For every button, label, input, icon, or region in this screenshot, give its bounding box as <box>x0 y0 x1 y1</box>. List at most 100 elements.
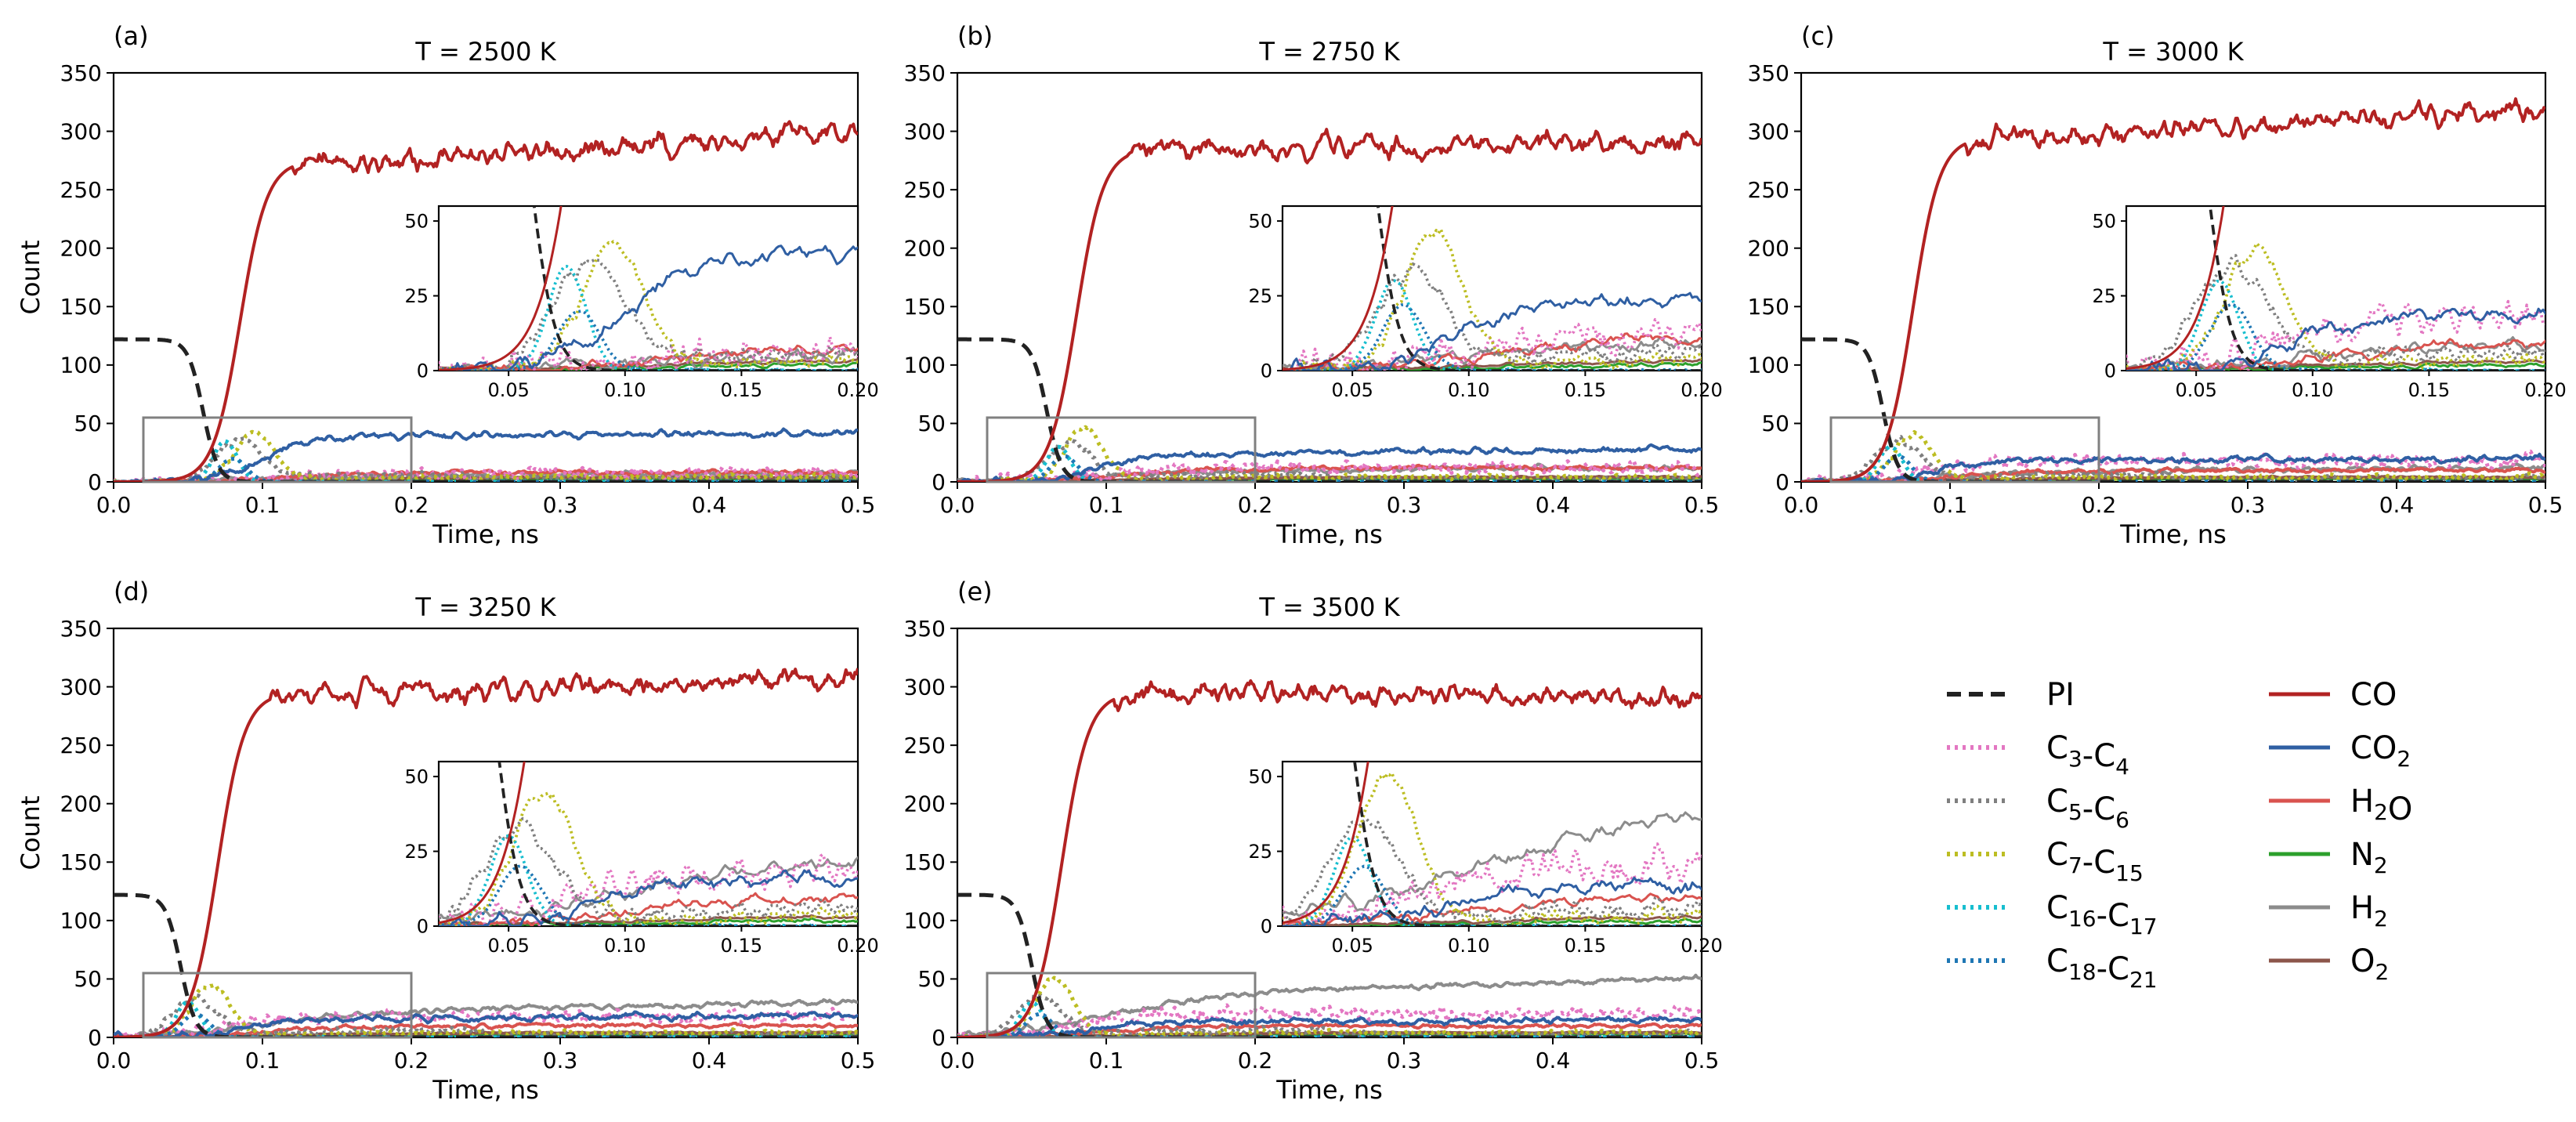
legend-label-C5-C6: C5-C6 <box>2046 784 2129 833</box>
y-tick-label-d: 350 <box>60 616 102 642</box>
legend-label-C18-C21: C18-C21 <box>2046 943 2158 993</box>
series-CO2-inset-d <box>439 869 858 926</box>
x-tick-label-a: 0.4 <box>692 492 727 518</box>
series-C3-C4-inset-a <box>439 335 858 371</box>
y-tick-label-c: 0 <box>1775 469 1789 495</box>
label-part: PI <box>2046 677 2075 713</box>
series-C3-C4-inset-d <box>439 852 858 926</box>
panel-a: 0.0 0.1 0.2 0.3 0.4 0.50501001502002503003500… <box>16 21 879 549</box>
x-tick-label-c: 0.5 <box>2528 492 2563 518</box>
series-C5-C6-inset-c <box>2126 254 2545 371</box>
legend-label-CO2: CO2 <box>2350 730 2411 772</box>
subscript: 17 <box>2129 914 2158 939</box>
x-tick-label-inset-a: 0.05 <box>487 379 529 401</box>
y-tick-label-inset-a: 50 <box>404 210 429 232</box>
y-tick-label-d: 50 <box>74 966 102 992</box>
panel-label-e: (e) <box>957 577 993 606</box>
label-part: C <box>2046 890 2068 926</box>
y-tick-label-b: 50 <box>917 411 946 436</box>
legend-label-O2: O2 <box>2350 943 2389 985</box>
series-H2-d <box>114 998 858 1037</box>
series-CO2-inset-e <box>1283 876 1702 926</box>
label-part: C <box>2046 784 2068 820</box>
x-tick-label-inset-d: 0.15 <box>721 935 762 957</box>
subscript: 2 <box>2374 799 2388 825</box>
legend-label-C16-C17: C16-C17 <box>2046 890 2158 939</box>
y-tick-label-inset-e: 0 <box>1261 915 1272 937</box>
label-part: CO <box>2350 730 2397 766</box>
subscript: 21 <box>2129 967 2158 993</box>
panel-label-a: (a) <box>114 21 149 51</box>
series-CO-a <box>114 120 858 482</box>
y-tick-label-b: 250 <box>904 177 946 203</box>
x-tick-label-a: 0.2 <box>394 492 429 518</box>
y-tick-label-inset-d: 50 <box>404 765 429 787</box>
x-tick-label-c: 0.4 <box>2379 492 2415 518</box>
legend-label-C7-C15: C7-C15 <box>2046 837 2144 886</box>
panel-b: 0.0 0.1 0.2 0.3 0.4 0.50501001502002503003500… <box>904 21 1723 549</box>
series-CO-d <box>114 668 858 1037</box>
y-tick-label-inset-c: 50 <box>2092 210 2116 232</box>
x-tick-label-inset-d: 0.20 <box>837 935 878 957</box>
subscript: 2 <box>2375 959 2389 985</box>
subscript: 3 <box>2068 746 2082 772</box>
series-C5-C6-inset-e <box>1283 817 1702 926</box>
y-tick-label-d: 100 <box>60 908 102 934</box>
panel-label-d: (d) <box>114 577 149 606</box>
x-tick-label-inset-a: 0.10 <box>604 379 646 401</box>
series-C18-C21-inset-e <box>1283 864 1702 926</box>
y-tick-label-a: 300 <box>60 118 102 144</box>
y-tick-label-a: 150 <box>60 294 102 320</box>
zoom-region-box-a <box>142 416 413 483</box>
x-tick-label-inset-e: 0.05 <box>1331 935 1373 957</box>
label-part: C <box>2046 730 2068 766</box>
y-tick-label-a: 50 <box>74 411 102 436</box>
x-tick-label-d: 0.2 <box>394 1048 429 1073</box>
series-CO-b <box>957 128 1702 482</box>
x-tick-label-a: 0.0 <box>96 492 132 518</box>
y-tick-label-e: 150 <box>904 849 946 875</box>
series-C7-C15-d <box>114 983 858 1037</box>
y-tick-label-inset-d: 0 <box>417 915 429 937</box>
series-C18-C21-d <box>114 1012 858 1037</box>
series-H2O-d <box>114 1021 858 1037</box>
series-C3-C4-inset-b <box>1283 317 1702 371</box>
series-CO-c <box>1801 97 2545 482</box>
x-tick-label-e: 0.0 <box>940 1048 975 1073</box>
y-tick-label-d: 300 <box>60 674 102 700</box>
label-part: H <box>2350 890 2374 926</box>
x-tick-label-a: 0.5 <box>841 492 876 518</box>
label-part: -C <box>2097 951 2129 987</box>
x-tick-label-inset-b: 0.15 <box>1565 379 1606 401</box>
series-C5-C6-inset-a <box>439 258 858 371</box>
y-tick-label-c: 350 <box>1748 60 1789 86</box>
series-C3-C4-inset-c <box>2126 299 2545 371</box>
x-tick-label-inset-a: 0.15 <box>721 379 762 401</box>
subscript: 6 <box>2115 807 2129 833</box>
x-tick-label-inset-b: 0.05 <box>1331 379 1373 401</box>
series-C7-C15-b <box>957 425 1702 482</box>
x-tick-label-e: 0.2 <box>1238 1048 1273 1073</box>
label-part: -C <box>2097 898 2129 934</box>
x-tick-label-d: 0.5 <box>841 1048 876 1073</box>
series-C18-C21-c <box>1801 454 2545 482</box>
x-tick-label-inset-c: 0.10 <box>2292 379 2333 401</box>
y-tick-label-inset-c: 0 <box>2104 360 2116 382</box>
x-tick-label-d: 0.1 <box>245 1048 280 1073</box>
subscript: 7 <box>2068 852 2082 878</box>
x-tick-label-d: 0.4 <box>692 1048 727 1073</box>
x-tick-label-inset-d: 0.10 <box>604 935 646 957</box>
legend-label-CO: CO <box>2350 677 2397 713</box>
x-tick-label-inset-e: 0.15 <box>1565 935 1606 957</box>
series-CO2-c <box>1801 452 2545 482</box>
panel-e: 0.0 0.1 0.2 0.3 0.4 0.50501001502002503003500… <box>904 577 1723 1105</box>
subscript: 5 <box>2068 799 2082 825</box>
panels: 0.0 0.1 0.2 0.3 0.4 0.50501001502002503003500… <box>16 21 2567 1105</box>
legend-label-C3-C4: C3-C4 <box>2046 730 2129 780</box>
series-CO-inset-c <box>2126 206 2225 371</box>
zoom-region-box-b <box>986 416 1257 483</box>
y-tick-label-c: 200 <box>1748 236 1789 262</box>
series-CO2-b <box>957 443 1702 482</box>
x-tick-label-b: 0.0 <box>940 492 975 518</box>
